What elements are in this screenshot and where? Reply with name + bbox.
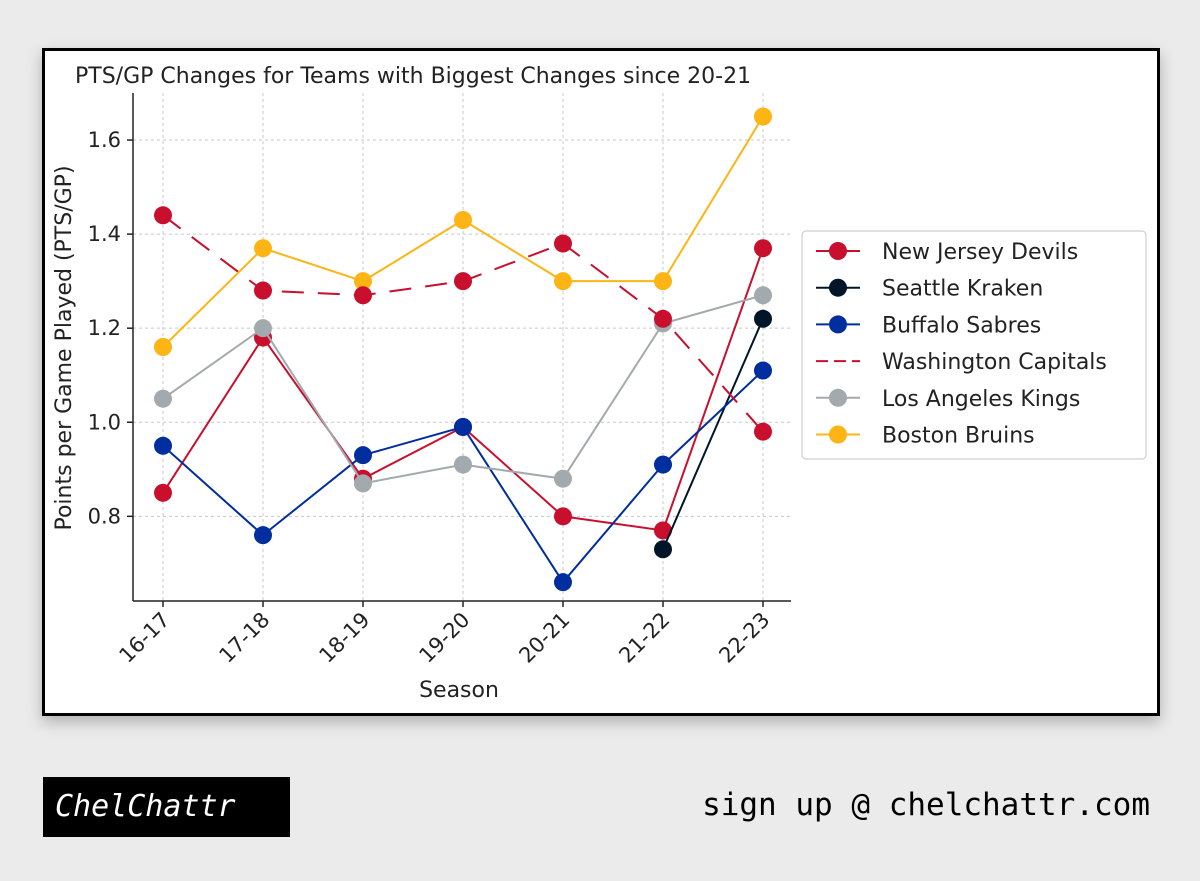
legend-marker-boston-bruins bbox=[829, 425, 847, 444]
signup-text: sign up @ chelchattr.com bbox=[702, 787, 1150, 823]
x-tick-label: 21-22 bbox=[614, 608, 674, 668]
chart-title: PTS/GP Changes for Teams with Biggest Ch… bbox=[75, 64, 751, 89]
series-line-seattle-kraken bbox=[662, 318, 764, 550]
line-chart: PTS/GP Changes for Teams with Biggest Ch… bbox=[52, 64, 1147, 703]
x-tick-label: 20-21 bbox=[514, 608, 574, 668]
legend-label-new-jersey-devils: New Jersey Devils bbox=[882, 240, 1078, 265]
legend: New Jersey Devils Seattle Kraken Buffalo S… bbox=[801, 230, 1147, 460]
data-point-seattle-kraken bbox=[654, 540, 672, 559]
data-point-los-angeles-kings bbox=[454, 455, 472, 474]
data-point-washington-capitals bbox=[654, 309, 672, 328]
data-point-new-jersey-devils bbox=[154, 483, 172, 502]
data-point-washington-capitals bbox=[354, 286, 372, 305]
data-point-boston-bruins bbox=[254, 239, 272, 258]
chart-card: PTS/GP Changes for Teams with Biggest Ch… bbox=[42, 48, 1160, 716]
brand-logo: ChelChattr bbox=[43, 777, 290, 837]
legend-marker-seattle-kraken bbox=[829, 278, 847, 297]
legend-box bbox=[801, 230, 1147, 460]
data-point-los-angeles-kings bbox=[554, 469, 572, 488]
data-point-washington-capitals bbox=[454, 272, 472, 291]
y-tick-label: 1.2 bbox=[88, 316, 121, 340]
data-point-seattle-kraken bbox=[754, 309, 772, 328]
legend-marker-buffalo-sabres bbox=[829, 315, 847, 334]
legend-label-seattle-kraken: Seattle Kraken bbox=[882, 277, 1043, 302]
data-point-washington-capitals bbox=[554, 234, 572, 253]
legend-marker-new-jersey-devils bbox=[829, 242, 847, 260]
data-point-boston-bruins bbox=[754, 107, 772, 126]
legend-label-boston-bruins: Boston Bruins bbox=[882, 424, 1035, 449]
data-point-new-jersey-devils bbox=[754, 239, 772, 258]
data-point-buffalo-sabres bbox=[554, 573, 572, 592]
data-point-new-jersey-devils bbox=[654, 521, 672, 540]
y-tick-label: 1.6 bbox=[88, 128, 121, 152]
data-point-buffalo-sabres bbox=[654, 455, 672, 474]
data-point-boston-bruins bbox=[154, 338, 172, 356]
data-point-buffalo-sabres bbox=[454, 417, 472, 436]
data-point-los-angeles-kings bbox=[354, 474, 372, 493]
data-point-boston-bruins bbox=[554, 272, 572, 291]
data-point-washington-capitals bbox=[254, 281, 272, 300]
data-point-boston-bruins bbox=[454, 211, 472, 229]
data-point-new-jersey-devils bbox=[554, 507, 572, 526]
y-axis-label: Points per Game Played (PTS/GP) bbox=[52, 165, 77, 530]
legend-label-los-angeles-kings: Los Angeles Kings bbox=[882, 387, 1080, 412]
data-point-boston-bruins bbox=[654, 272, 672, 291]
data-point-buffalo-sabres bbox=[154, 436, 172, 455]
x-axis-label: Season bbox=[419, 678, 499, 703]
data-point-los-angeles-kings bbox=[754, 286, 772, 305]
data-point-boston-bruins bbox=[354, 272, 372, 291]
y-tick-label: 0.8 bbox=[88, 504, 121, 528]
y-tick-label: 1.4 bbox=[88, 222, 121, 246]
legend-label-washington-capitals: Washington Capitals bbox=[882, 350, 1107, 375]
legend-marker-los-angeles-kings bbox=[829, 388, 847, 407]
data-point-los-angeles-kings bbox=[154, 389, 172, 408]
data-point-buffalo-sabres bbox=[754, 361, 772, 380]
data-point-washington-capitals bbox=[154, 206, 172, 225]
data-point-los-angeles-kings bbox=[254, 319, 272, 338]
legend-label-buffalo-sabres: Buffalo Sabres bbox=[882, 313, 1041, 338]
x-tick-label: 19-20 bbox=[414, 608, 474, 668]
y-tick-label: 1.0 bbox=[88, 410, 121, 434]
data-point-buffalo-sabres bbox=[354, 446, 372, 465]
data-point-washington-capitals bbox=[754, 422, 772, 441]
brand-name: ChelChattr bbox=[55, 789, 236, 824]
data-point-buffalo-sabres bbox=[254, 526, 272, 545]
x-tick-label: 22-23 bbox=[714, 608, 774, 668]
x-tick-label: 16-17 bbox=[114, 608, 174, 668]
x-tick-label: 17-18 bbox=[214, 608, 274, 668]
x-tick-label: 18-19 bbox=[314, 608, 374, 668]
